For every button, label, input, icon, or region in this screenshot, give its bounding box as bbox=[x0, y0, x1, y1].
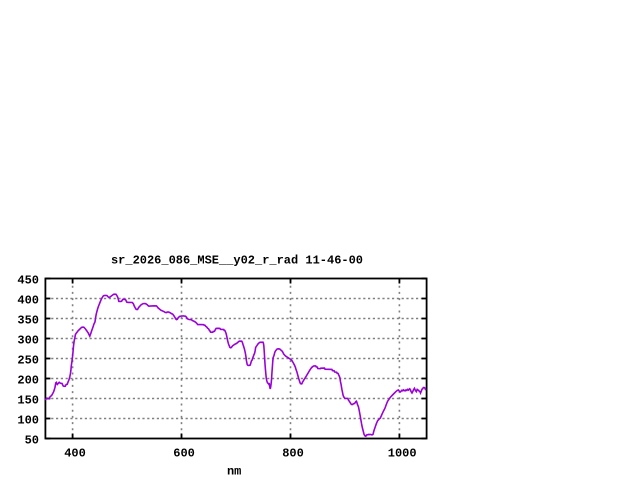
svg-text:sr_2026_086_MSE__y02_r_rad 11-: sr_2026_086_MSE__y02_r_rad 11-46-00 bbox=[111, 254, 363, 268]
svg-text:600: 600 bbox=[173, 447, 195, 461]
svg-text:400: 400 bbox=[17, 294, 39, 308]
svg-text:nm: nm bbox=[227, 465, 241, 479]
svg-text:800: 800 bbox=[282, 447, 304, 461]
svg-text:1000: 1000 bbox=[388, 447, 417, 461]
svg-text:350: 350 bbox=[17, 314, 39, 328]
svg-text:100: 100 bbox=[17, 414, 39, 428]
svg-text:400: 400 bbox=[64, 447, 86, 461]
svg-text:50: 50 bbox=[25, 434, 39, 448]
svg-text:450: 450 bbox=[17, 274, 39, 288]
svg-text:250: 250 bbox=[17, 354, 39, 368]
svg-text:200: 200 bbox=[17, 374, 39, 388]
svg-text:150: 150 bbox=[17, 394, 39, 408]
svg-text:300: 300 bbox=[17, 334, 39, 348]
